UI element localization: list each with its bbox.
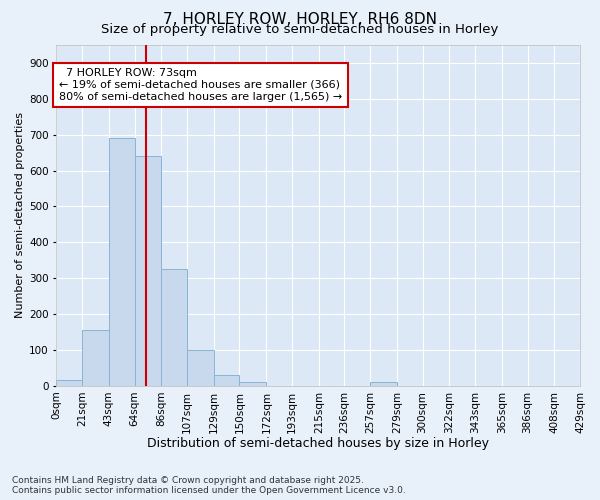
Text: Contains HM Land Registry data © Crown copyright and database right 2025.
Contai: Contains HM Land Registry data © Crown c… bbox=[12, 476, 406, 495]
Text: 7 HORLEY ROW: 73sqm
← 19% of semi-detached houses are smaller (366)
80% of semi-: 7 HORLEY ROW: 73sqm ← 19% of semi-detach… bbox=[59, 68, 342, 102]
Text: 7, HORLEY ROW, HORLEY, RH6 8DN: 7, HORLEY ROW, HORLEY, RH6 8DN bbox=[163, 12, 437, 28]
Bar bbox=[214, 375, 239, 386]
Bar bbox=[56, 380, 82, 386]
Y-axis label: Number of semi-detached properties: Number of semi-detached properties bbox=[15, 112, 25, 318]
Bar bbox=[82, 330, 109, 386]
Bar bbox=[109, 138, 134, 386]
Bar bbox=[161, 269, 187, 386]
Bar bbox=[187, 350, 214, 386]
Bar bbox=[239, 382, 266, 386]
Bar bbox=[370, 382, 397, 386]
Bar bbox=[134, 156, 161, 386]
Text: Size of property relative to semi-detached houses in Horley: Size of property relative to semi-detach… bbox=[101, 22, 499, 36]
X-axis label: Distribution of semi-detached houses by size in Horley: Distribution of semi-detached houses by … bbox=[147, 437, 489, 450]
